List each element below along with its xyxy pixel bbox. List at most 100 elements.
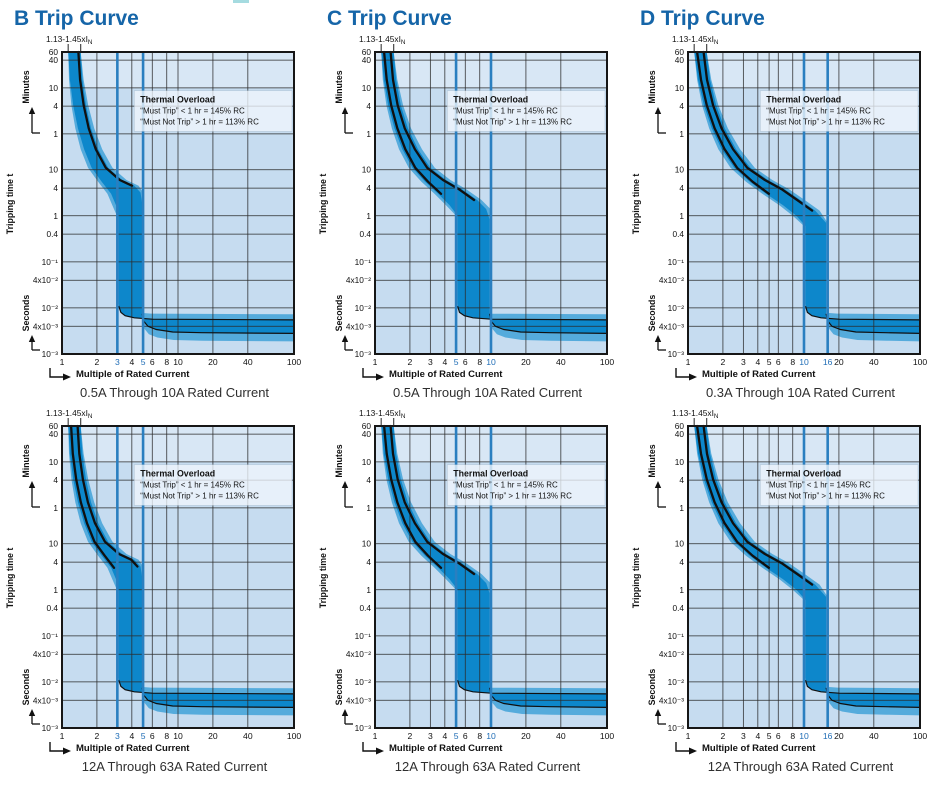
svg-text:8: 8 — [164, 357, 169, 367]
svg-text:10⁻²: 10⁻² — [355, 303, 372, 313]
svg-text:6: 6 — [150, 357, 155, 367]
svg-text:1: 1 — [366, 129, 371, 139]
svg-text:1: 1 — [53, 585, 58, 595]
svg-text:8: 8 — [477, 357, 482, 367]
svg-text:4: 4 — [53, 101, 58, 111]
svg-text:5: 5 — [141, 731, 146, 741]
svg-text:10: 10 — [675, 457, 685, 467]
svg-text:1.13-1.45xIN: 1.13-1.45xIN — [46, 408, 93, 420]
svg-text:“Must Not Trip” > 1 hr = 113%: “Must Not Trip” > 1 hr = 113% RC — [453, 492, 572, 501]
svg-text:1: 1 — [53, 503, 58, 513]
x-axis-arrow-icon — [49, 368, 71, 381]
chart-block-d-large: Thermal Overload “Must Trip” < 1 hr = 145… — [626, 406, 939, 774]
svg-text:4x10⁻³: 4x10⁻³ — [659, 695, 684, 705]
svg-text:40: 40 — [243, 731, 253, 741]
svg-text:2: 2 — [95, 731, 100, 741]
svg-text:4: 4 — [679, 557, 684, 567]
svg-text:4: 4 — [129, 357, 134, 367]
svg-text:1: 1 — [679, 129, 684, 139]
svg-text:4x10⁻²: 4x10⁻² — [33, 649, 58, 659]
svg-text:40: 40 — [675, 429, 685, 439]
svg-text:4: 4 — [755, 731, 760, 741]
svg-text:4: 4 — [366, 183, 371, 193]
svg-text:4: 4 — [129, 731, 134, 741]
trip-curve-chart-d-small: Thermal Overload “Must Trip” < 1 hr = 145… — [631, 34, 927, 367]
svg-text:8: 8 — [790, 357, 795, 367]
svg-text:Minutes: Minutes — [647, 70, 657, 103]
svg-text:40: 40 — [869, 357, 879, 367]
svg-text:1.13-1.45xIN: 1.13-1.45xIN — [46, 34, 93, 46]
x-axis-label: Multiple of Rated Current — [702, 369, 816, 380]
svg-text:60: 60 — [49, 47, 59, 57]
svg-text:4: 4 — [442, 731, 447, 741]
svg-text:10: 10 — [49, 457, 59, 467]
trip-curve-chart-d-large: Thermal Overload “Must Trip” < 1 hr = 145… — [631, 408, 927, 741]
svg-text:60: 60 — [49, 421, 59, 431]
svg-text:4x10⁻³: 4x10⁻³ — [33, 321, 58, 331]
svg-text:Thermal Overload: Thermal Overload — [453, 469, 528, 479]
svg-text:0.4: 0.4 — [46, 229, 58, 239]
chart-caption: 12A Through 63A Rated Current — [707, 759, 894, 774]
svg-text:4: 4 — [755, 357, 760, 367]
svg-text:6: 6 — [463, 357, 468, 367]
chart-block-c-large: Thermal Overload “Must Trip” < 1 hr = 145… — [313, 406, 626, 774]
svg-text:4x10⁻²: 4x10⁻² — [346, 275, 371, 285]
svg-text:3: 3 — [428, 357, 433, 367]
svg-text:Seconds: Seconds — [334, 295, 344, 332]
column-b: B Trip Curve Thermal Overload “Must Trip”… — [0, 2, 313, 780]
svg-text:16: 16 — [823, 357, 833, 367]
svg-text:1: 1 — [366, 503, 371, 513]
svg-text:Minutes: Minutes — [21, 70, 31, 103]
svg-text:1.13-1.45xIN: 1.13-1.45xIN — [672, 408, 719, 420]
svg-text:10⁻²: 10⁻² — [42, 677, 59, 687]
svg-text:4: 4 — [53, 475, 58, 485]
svg-text:4x10⁻³: 4x10⁻³ — [346, 695, 371, 705]
svg-text:60: 60 — [675, 47, 685, 57]
svg-text:2: 2 — [721, 731, 726, 741]
trip-curve-chart-c-small: Thermal Overload “Must Trip” < 1 hr = 145… — [318, 34, 615, 367]
svg-text:“Must Not Trip” > 1 hr = 113%: “Must Not Trip” > 1 hr = 113% RC — [766, 118, 885, 127]
chart-caption: 0.5A Through 10A Rated Current — [79, 385, 270, 400]
svg-text:4x10⁻²: 4x10⁻² — [659, 649, 684, 659]
svg-text:“Must Not Trip” > 1 hr = 113%: “Must Not Trip” > 1 hr = 113% RC — [453, 118, 572, 127]
svg-text:40: 40 — [556, 731, 566, 741]
column-title-c: C Trip Curve — [327, 7, 452, 30]
svg-text:Thermal Overload: Thermal Overload — [766, 95, 841, 105]
svg-text:1: 1 — [60, 731, 65, 741]
svg-text:100: 100 — [600, 357, 615, 367]
svg-text:4: 4 — [366, 101, 371, 111]
svg-text:10: 10 — [799, 731, 809, 741]
x-axis-row: Multiple of Rated Current — [672, 741, 939, 755]
svg-text:6: 6 — [150, 731, 155, 741]
svg-text:100: 100 — [600, 731, 615, 741]
svg-text:40: 40 — [675, 55, 685, 65]
svg-text:Seconds: Seconds — [334, 669, 344, 706]
svg-text:10⁻³: 10⁻³ — [355, 723, 372, 733]
page-edge-artifact — [233, 0, 249, 3]
svg-text:10: 10 — [173, 357, 183, 367]
x-axis-row: Multiple of Rated Current — [46, 367, 313, 381]
svg-text:10: 10 — [362, 539, 372, 549]
trip-curve-chart-c-large: Thermal Overload “Must Trip” < 1 hr = 145… — [318, 408, 615, 741]
svg-text:20: 20 — [834, 357, 844, 367]
svg-text:“Must Not Trip” > 1 hr = 113%: “Must Not Trip” > 1 hr = 113% RC — [766, 492, 885, 501]
svg-text:Tripping time t: Tripping time t — [631, 174, 641, 235]
svg-text:Minutes: Minutes — [334, 70, 344, 103]
svg-text:2: 2 — [95, 357, 100, 367]
svg-text:5: 5 — [767, 357, 772, 367]
svg-text:1: 1 — [366, 585, 371, 595]
svg-text:4x10⁻²: 4x10⁻² — [33, 275, 58, 285]
svg-text:3: 3 — [115, 731, 120, 741]
svg-text:“Must Trip” < 1 hr = 145% RC: “Must Trip” < 1 hr = 145% RC — [453, 481, 558, 490]
svg-text:10⁻³: 10⁻³ — [42, 723, 59, 733]
column-title-d: D Trip Curve — [640, 7, 765, 30]
svg-text:“Must Not Trip” > 1 hr = 113%: “Must Not Trip” > 1 hr = 113% RC — [140, 492, 259, 501]
svg-text:10: 10 — [486, 357, 496, 367]
svg-text:1.13-1.45xIN: 1.13-1.45xIN — [359, 408, 406, 420]
x-axis-arrow-icon — [49, 742, 71, 755]
svg-text:2: 2 — [408, 357, 413, 367]
svg-text:3: 3 — [428, 731, 433, 741]
svg-text:1.13-1.45xIN: 1.13-1.45xIN — [672, 34, 719, 46]
svg-text:“Must Trip” < 1 hr = 145% RC: “Must Trip” < 1 hr = 145% RC — [766, 481, 871, 490]
chart-block-c-small: Thermal Overload “Must Trip” < 1 hr = 145… — [313, 32, 626, 400]
